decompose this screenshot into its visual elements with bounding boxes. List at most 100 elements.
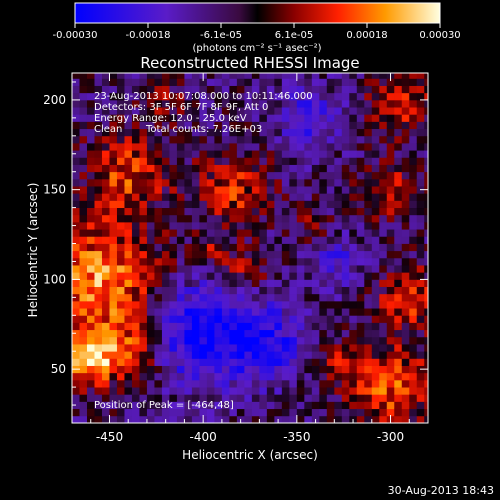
heatmap-cell	[154, 121, 163, 130]
heatmap-cell	[154, 257, 163, 266]
heatmap-cell	[356, 171, 365, 180]
heatmap-cell	[251, 315, 260, 323]
heatmap-cell	[176, 257, 185, 266]
heatmap-cell	[356, 73, 365, 79]
heatmap-cell	[191, 257, 200, 266]
heatmap-cell	[176, 150, 185, 158]
heatmap-cell	[229, 236, 238, 244]
heatmap-cell	[319, 128, 328, 137]
heatmap-cell	[334, 257, 343, 266]
heatmap-cell	[169, 408, 178, 417]
heatmap-cell	[386, 229, 395, 237]
heatmap-cell	[289, 157, 298, 165]
heatmap-cell	[161, 207, 170, 216]
heatmap-cell	[424, 164, 428, 173]
heatmap-cell	[86, 344, 95, 352]
heatmap-cell	[244, 401, 253, 410]
heatmap-cell	[184, 121, 193, 130]
heatmap-cell	[394, 394, 403, 402]
heatmap-cell	[191, 351, 200, 359]
heatmap-cell	[251, 415, 260, 423]
heatmap-cell	[191, 186, 200, 194]
heatmap-cell	[79, 207, 88, 216]
heatmap-cell	[386, 351, 395, 359]
heatmap-cell	[259, 358, 268, 366]
heatmap-cell	[221, 121, 230, 130]
heatmap-cell	[169, 73, 178, 79]
heatmap-cell	[236, 92, 245, 101]
heatmap-cell	[101, 178, 110, 187]
heatmap-cell	[409, 143, 418, 151]
heatmap-cell	[401, 265, 410, 273]
heatmap-cell	[131, 293, 140, 302]
heatmap-cell	[72, 178, 80, 187]
heatmap-cell	[139, 229, 148, 237]
heatmap-cell	[229, 344, 238, 352]
heatmap-cell	[146, 358, 155, 366]
heatmap-cell	[191, 379, 200, 388]
heatmap-cell	[176, 365, 185, 374]
heatmap-cell	[236, 379, 245, 388]
heatmap-cell	[139, 128, 148, 137]
heatmap-cell	[394, 322, 403, 331]
heatmap-cell	[416, 200, 425, 209]
heatmap-cell	[214, 229, 223, 237]
heatmap-cell	[349, 207, 358, 216]
heatmap-cell	[214, 257, 223, 266]
heatmap-cell	[296, 322, 305, 331]
heatmap-cell	[319, 243, 328, 252]
heatmap-cell	[101, 300, 110, 309]
heatmap-cell	[94, 171, 103, 180]
heatmap-cell	[379, 78, 388, 86]
heatmap-cell	[424, 135, 428, 144]
heatmap-cell	[229, 322, 238, 331]
heatmap-cell	[356, 401, 365, 410]
heatmap-cell	[386, 315, 395, 323]
heatmap-cell	[236, 293, 245, 302]
heatmap-cell	[131, 394, 140, 402]
heatmap-cell	[371, 128, 380, 137]
heatmap-cell	[131, 401, 140, 410]
heatmap-cell	[424, 178, 428, 187]
heatmap-cell	[364, 143, 373, 151]
heatmap-cell	[131, 408, 140, 417]
heatmap-cell	[424, 394, 428, 402]
heatmap-cell	[124, 114, 133, 122]
heatmap-cell	[191, 193, 200, 201]
heatmap-cell	[221, 107, 230, 115]
heatmap-cell	[364, 221, 373, 230]
heatmap-cell	[416, 336, 425, 345]
heatmap-cell	[154, 200, 163, 209]
heatmap-cell	[251, 171, 260, 180]
heatmap-cell	[206, 186, 215, 194]
heatmap-cell	[131, 415, 140, 423]
heatmap-cell	[236, 178, 245, 187]
annotation-time-range: 23-Aug-2013 10:07:08.000 to 10:11:46.000	[94, 91, 313, 102]
heatmap-cell	[251, 121, 260, 130]
heatmap-cell	[72, 408, 80, 417]
heatmap-cell	[401, 315, 410, 323]
heatmap-cell	[319, 85, 328, 94]
heatmap-cell	[206, 200, 215, 209]
heatmap-cell	[334, 279, 343, 287]
heatmap-cell	[319, 279, 328, 287]
heatmap-cell	[349, 401, 358, 410]
heatmap-cell	[221, 415, 230, 423]
heatmap-cell	[72, 107, 80, 115]
heatmap-cell	[116, 408, 125, 417]
heatmap-cell	[259, 329, 268, 338]
heatmap-cell	[319, 344, 328, 352]
heatmap-cell	[349, 315, 358, 323]
heatmap-cell	[304, 387, 313, 395]
heatmap-cell	[416, 150, 425, 158]
heatmap-cell	[131, 221, 140, 230]
heatmap-cell	[394, 315, 403, 323]
heatmap-cell	[319, 272, 328, 280]
heatmap-cell	[416, 272, 425, 280]
heatmap-cell	[386, 107, 395, 115]
heatmap-cell	[349, 121, 358, 130]
heatmap-cell	[86, 286, 95, 295]
heatmap-cell	[161, 114, 170, 122]
heatmap-cell	[236, 157, 245, 165]
heatmap-cell	[289, 279, 298, 287]
